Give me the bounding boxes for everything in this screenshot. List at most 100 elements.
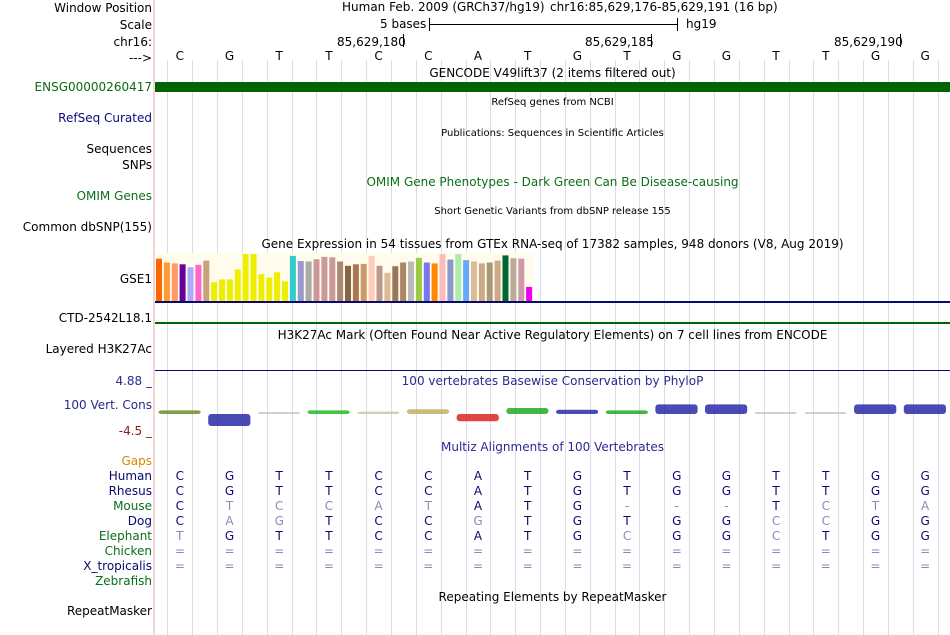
- species-label[interactable]: Zebrafish: [95, 574, 152, 588]
- gtex-tissue-bar[interactable]: [471, 261, 477, 302]
- track-label-h3k27ac[interactable]: Layered H3K27Ac: [45, 342, 152, 356]
- gtex-tissue-bar[interactable]: [156, 258, 162, 301]
- gtex-tissue-bar[interactable]: [297, 261, 304, 301]
- gtex-tissue-bar[interactable]: [392, 266, 399, 301]
- gtex-tissue-bar[interactable]: [455, 254, 462, 301]
- gtex-tissue-bar[interactable]: [447, 259, 454, 301]
- track-label-dbsnp[interactable]: Common dbSNP(155): [22, 220, 152, 234]
- db-name: hg19: [686, 17, 717, 31]
- gtex-tissue-bar[interactable]: [502, 255, 509, 301]
- aligned-base: =: [920, 559, 931, 573]
- gtex-tissue-bar[interactable]: [478, 263, 485, 301]
- aligned-base: G: [224, 469, 235, 483]
- gtex-tissue-bar[interactable]: [179, 264, 186, 301]
- gtex-tissue-bar[interactable]: [345, 265, 351, 302]
- track-label-phylop[interactable]: 100 Vert. Cons: [63, 398, 152, 412]
- gse1-gene-line[interactable]: [155, 301, 950, 303]
- gtex-tissue-bar[interactable]: [258, 274, 265, 301]
- species-label[interactable]: Mouse: [113, 499, 152, 513]
- track-label-gaps[interactable]: Gaps: [121, 454, 152, 468]
- dbsnp-title: Short Genetic Variants from dbSNP releas…: [434, 206, 671, 217]
- gtex-tissue-bar[interactable]: [226, 279, 233, 301]
- sequence-base: C: [175, 49, 185, 63]
- gtex-tissue-bar[interactable]: [321, 256, 328, 301]
- aligned-base: G: [572, 499, 582, 513]
- gencode-gene-bar[interactable]: [155, 82, 950, 92]
- gtex-tissue-bar[interactable]: [274, 272, 281, 301]
- gtex-tissue-bar[interactable]: [250, 254, 257, 301]
- gtex-tissue-bar[interactable]: [282, 281, 288, 301]
- track-label-snps[interactable]: SNPs: [122, 158, 152, 172]
- aligned-base: =: [373, 559, 384, 573]
- gtex-tissue-bar[interactable]: [266, 277, 273, 302]
- species-label[interactable]: Rhesus: [108, 484, 152, 498]
- gtex-tissue-bar[interactable]: [352, 264, 359, 301]
- gtex-tissue-bar[interactable]: [431, 263, 438, 301]
- aligned-base: C: [424, 514, 433, 528]
- gtex-tissue-bar[interactable]: [219, 279, 225, 301]
- ctd-gene-line[interactable]: [155, 322, 950, 324]
- gtex-tissue-bar[interactable]: [400, 262, 407, 302]
- aligned-base: C: [622, 529, 632, 543]
- species-label[interactable]: Dog: [127, 514, 152, 528]
- aligned-base: T: [325, 469, 333, 483]
- aligned-base: C: [175, 514, 185, 528]
- gtex-tissue-bar[interactable]: [242, 254, 249, 301]
- aligned-base: T: [772, 499, 780, 513]
- track-label-gse1[interactable]: GSE1: [119, 272, 152, 286]
- gtex-tissue-bar[interactable]: [211, 282, 218, 301]
- track-label-refseq[interactable]: RefSeq Curated: [58, 111, 152, 125]
- aligned-base: T: [623, 469, 631, 483]
- aligned-base: =: [224, 544, 235, 558]
- gtex-tissue-bar[interactable]: [329, 257, 336, 301]
- gtex-tissue-bar[interactable]: [415, 257, 422, 301]
- gtex-tissue-bar[interactable]: [439, 254, 446, 301]
- gtex-tissue-bar[interactable]: [187, 267, 194, 301]
- ruler-tick: [403, 34, 404, 47]
- gtex-tissue-bar[interactable]: [518, 258, 525, 301]
- track-label-sequences[interactable]: Sequences: [86, 142, 152, 156]
- aligned-base: T: [772, 484, 780, 498]
- gtex-tissue-bar[interactable]: [337, 261, 344, 302]
- species-label[interactable]: X_tropicalis: [83, 559, 152, 573]
- track-label-gencode[interactable]: ENSG00000260417: [34, 80, 152, 94]
- sequence-base: G: [672, 49, 682, 63]
- species-label[interactable]: Chicken: [104, 544, 152, 558]
- aligned-base: A: [473, 499, 483, 513]
- gtex-tissue-bar[interactable]: [526, 286, 533, 301]
- aligned-base: =: [920, 544, 931, 558]
- track-label-repeatmasker[interactable]: RepeatMasker: [66, 604, 152, 618]
- gtex-tissue-bar[interactable]: [360, 263, 367, 301]
- aligned-base: T: [325, 484, 333, 498]
- aligned-base: C: [771, 514, 781, 528]
- gtex-tissue-bar[interactable]: [376, 265, 383, 302]
- gtex-tissue-bar[interactable]: [463, 260, 470, 301]
- gtex-tissue-bar[interactable]: [408, 261, 414, 302]
- gtex-tissue-bar[interactable]: [494, 260, 501, 301]
- gtex-tissue-bar[interactable]: [486, 262, 493, 302]
- gtex-tissue-bar[interactable]: [305, 261, 312, 302]
- phylop-base-glyph: [257, 412, 301, 414]
- species-label[interactable]: Human: [108, 469, 152, 483]
- gtex-tissue-bar[interactable]: [289, 255, 296, 301]
- gtex-tissue-bar[interactable]: [423, 262, 430, 302]
- gtex-tissue-bar[interactable]: [313, 259, 320, 301]
- gtex-tissue-bar[interactable]: [171, 263, 178, 301]
- gtex-tissue-bar[interactable]: [163, 262, 170, 302]
- aligned-base: C: [374, 514, 383, 528]
- ruler-coord: 85,629,185: [585, 35, 654, 49]
- gtex-tissue-bar[interactable]: [234, 269, 241, 302]
- track-label-ctd[interactable]: CTD-2542L18.1: [58, 311, 152, 325]
- aligned-base: -: [624, 499, 630, 513]
- species-label[interactable]: Elephant: [98, 529, 152, 543]
- gtex-tissue-bar[interactable]: [384, 272, 391, 301]
- gtex-tissue-bar[interactable]: [195, 264, 202, 301]
- aligned-base: T: [623, 514, 631, 528]
- gtex-tissue-bar[interactable]: [368, 255, 375, 301]
- track-label-omim[interactable]: OMIM Genes: [76, 189, 152, 203]
- sequence-base: G: [920, 49, 930, 63]
- gtex-tissue-bar[interactable]: [203, 260, 210, 301]
- aligned-base: =: [870, 559, 881, 573]
- gtex-tissue-bar[interactable]: [510, 258, 517, 301]
